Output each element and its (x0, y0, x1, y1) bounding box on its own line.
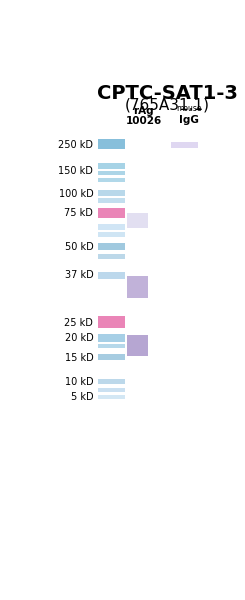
Bar (171, 142, 198, 148)
Text: 50 kD: 50 kD (64, 242, 93, 251)
Text: 15 kD: 15 kD (64, 353, 93, 362)
Bar (98, 224, 125, 230)
Bar (98, 395, 125, 399)
Bar (98, 139, 125, 149)
Text: IgG: IgG (179, 115, 199, 125)
Bar (98, 344, 125, 348)
Bar (98, 254, 125, 259)
Text: 5 kD: 5 kD (71, 392, 93, 402)
Bar (98, 198, 125, 203)
Bar (98, 334, 125, 342)
Bar (98, 272, 125, 278)
Bar (98, 232, 125, 237)
Bar (98, 379, 125, 384)
Bar (127, 214, 148, 228)
Bar (98, 178, 125, 182)
Text: 10 kD: 10 kD (65, 377, 93, 386)
Text: 10026: 10026 (125, 116, 162, 126)
Bar (98, 208, 125, 218)
Bar (98, 354, 125, 360)
Text: 20 kD: 20 kD (64, 333, 93, 343)
Text: CPTC-SAT1-3: CPTC-SAT1-3 (97, 83, 238, 103)
Bar (127, 335, 148, 356)
Bar (98, 163, 125, 169)
Bar (98, 171, 125, 175)
Bar (98, 388, 125, 392)
Text: 25 kD: 25 kD (64, 319, 93, 328)
Text: 250 kD: 250 kD (58, 140, 93, 150)
Bar (98, 316, 125, 328)
Text: 100 kD: 100 kD (59, 189, 93, 199)
Text: (765A31.1): (765A31.1) (125, 97, 210, 112)
Text: 37 kD: 37 kD (64, 270, 93, 280)
Bar (98, 190, 125, 196)
Bar (127, 276, 148, 298)
Text: mouse: mouse (176, 104, 202, 113)
Text: 150 kD: 150 kD (58, 166, 93, 176)
Text: rAg: rAg (133, 106, 154, 116)
Bar (98, 243, 125, 250)
Text: 75 kD: 75 kD (64, 208, 93, 218)
